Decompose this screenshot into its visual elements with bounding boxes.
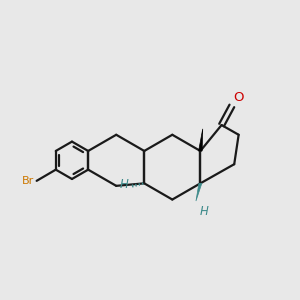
Polygon shape	[196, 183, 202, 201]
Text: H: H	[200, 205, 208, 218]
Text: H: H	[119, 178, 128, 191]
Text: Br: Br	[22, 176, 34, 186]
Text: O: O	[233, 92, 244, 104]
Polygon shape	[199, 129, 203, 151]
